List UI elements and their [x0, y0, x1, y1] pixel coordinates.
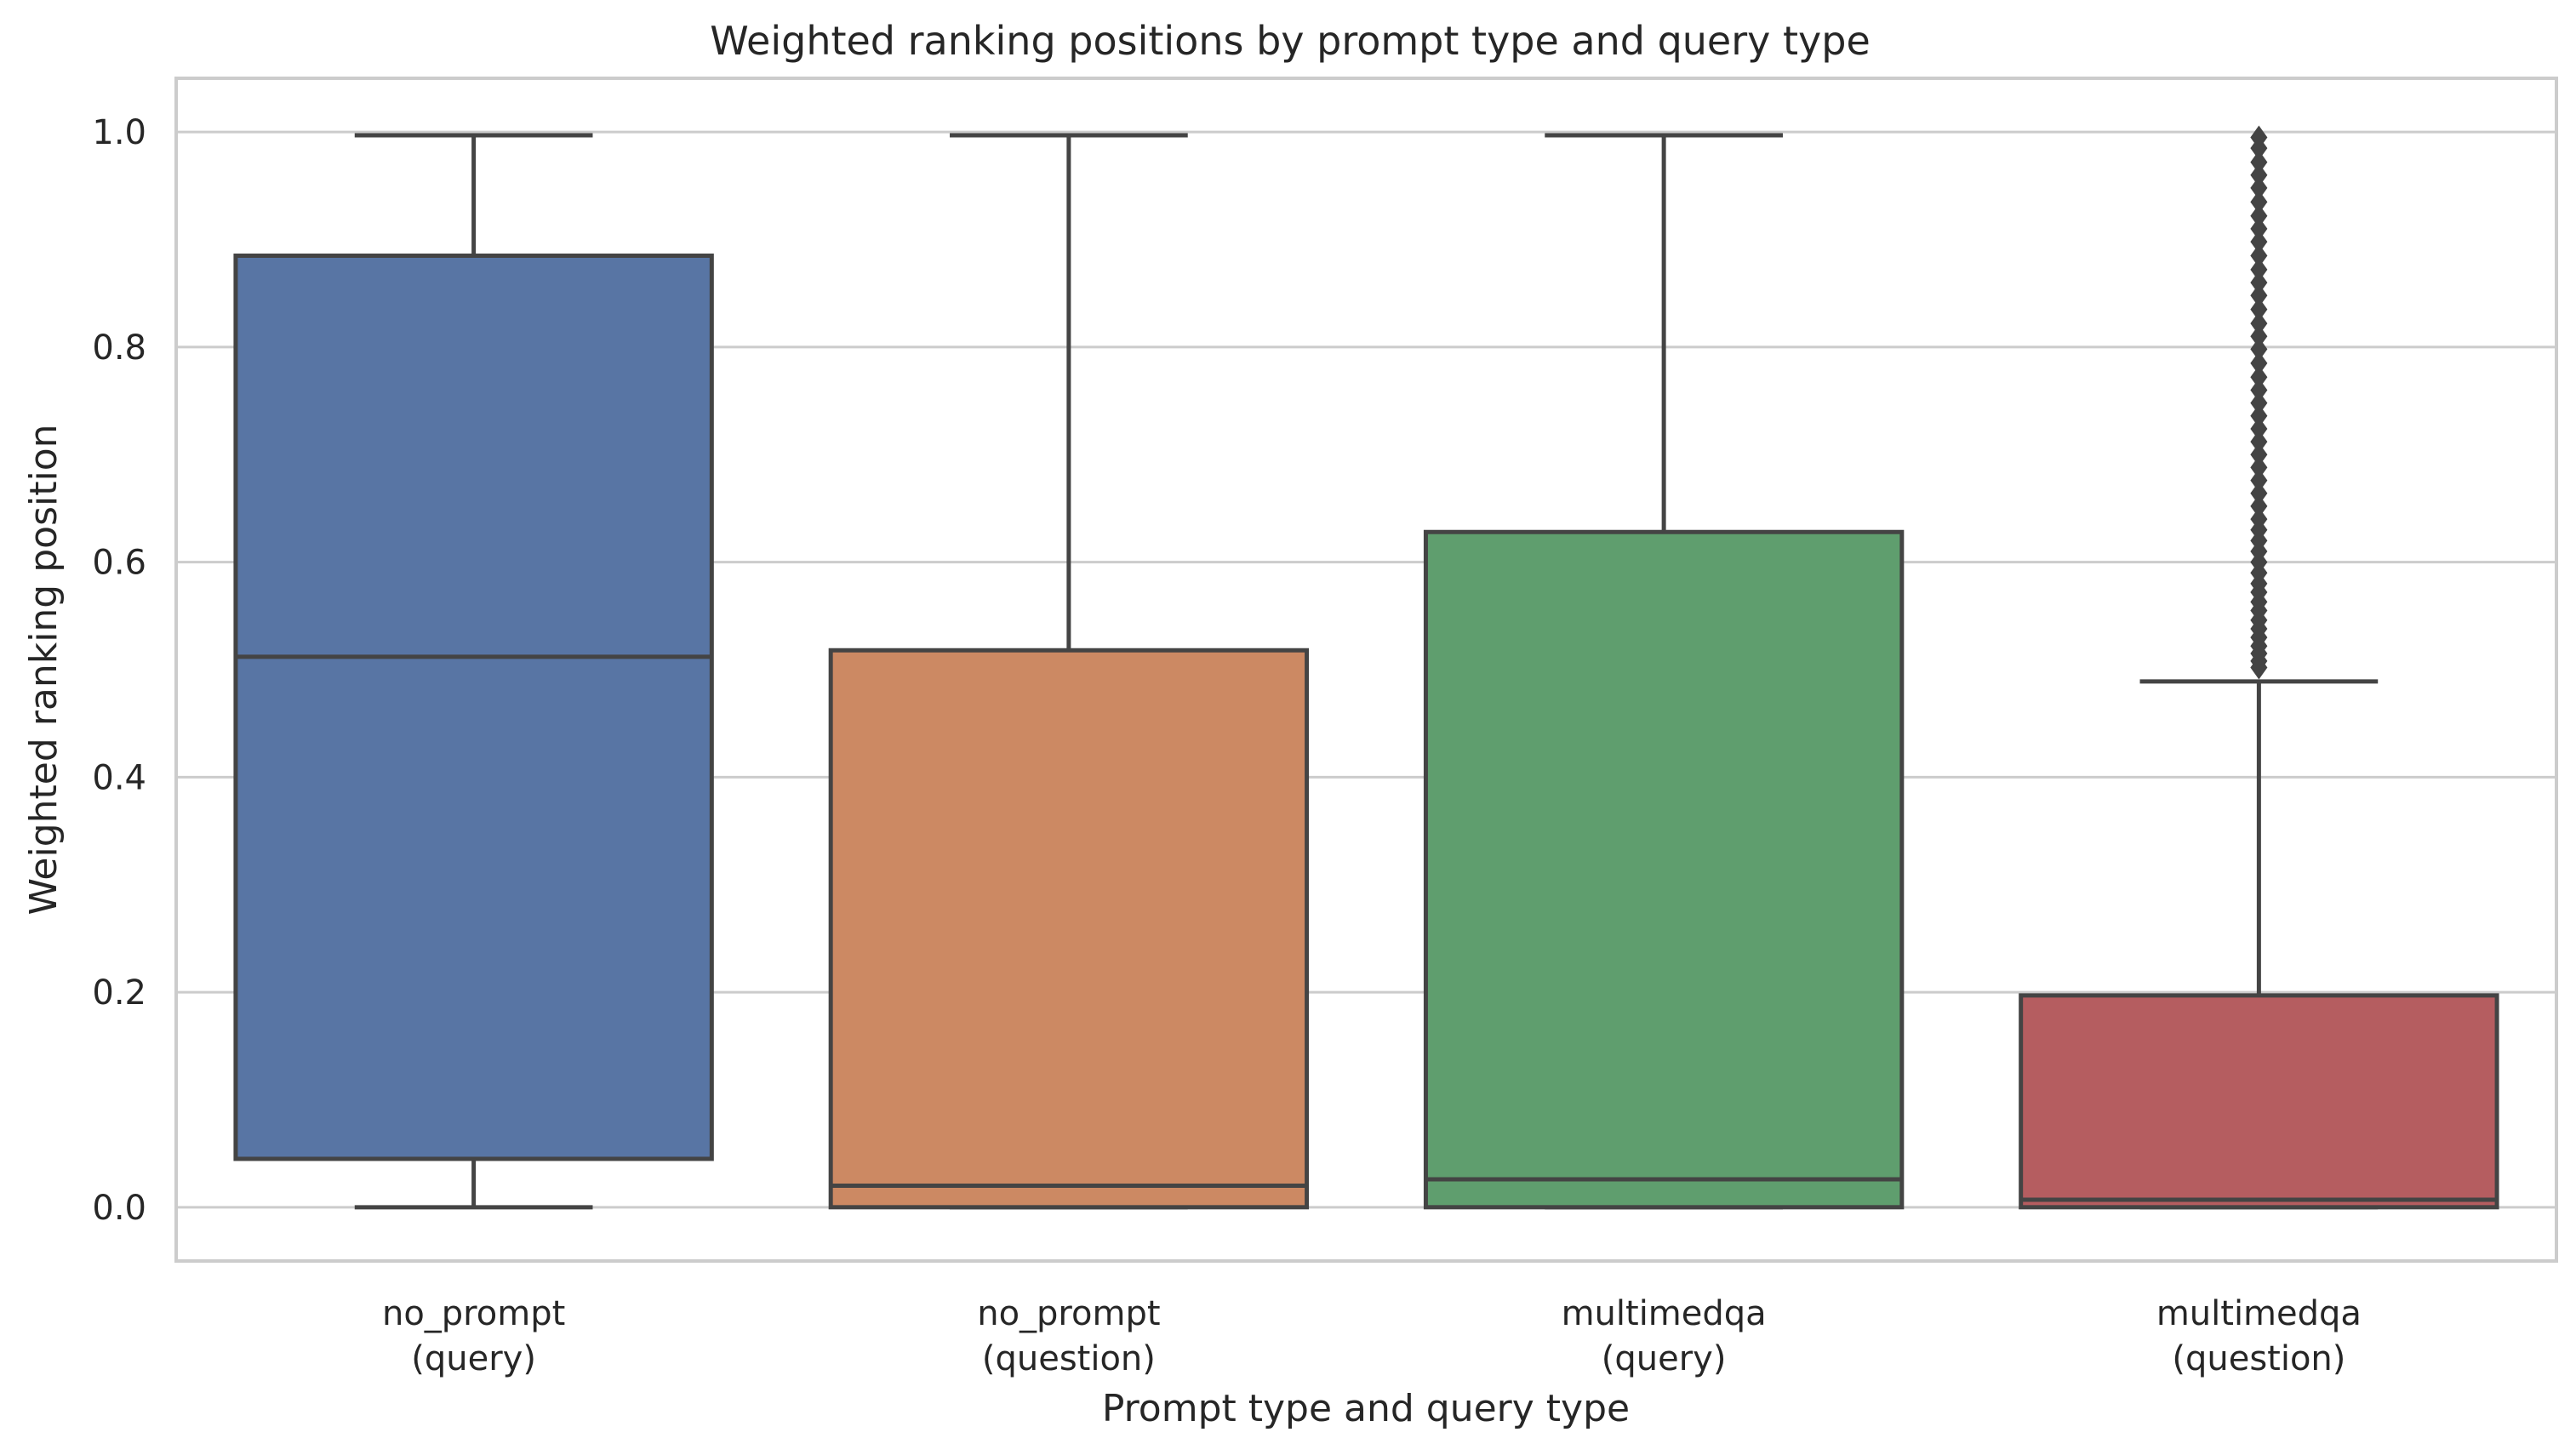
outlier-point: [2250, 257, 2268, 282]
boxes: [233, 125, 2499, 1210]
x-tick-label: no_prompt: [977, 1294, 1160, 1333]
outlier-point: [2250, 507, 2268, 532]
x-tick-label: (query): [1602, 1339, 1727, 1378]
outlier-point: [2250, 468, 2268, 493]
box-group: [828, 133, 1310, 1210]
outlier-point: [2250, 494, 2268, 518]
box-group: [1423, 133, 1905, 1210]
chart-title: Weighted ranking positions by prompt typ…: [710, 18, 1871, 64]
outlier-point: [2250, 297, 2268, 322]
outlier-point: [2250, 324, 2268, 349]
outlier-point: [2250, 337, 2268, 362]
y-tick-label: 0.2: [92, 973, 146, 1013]
outlier-point: [2250, 230, 2268, 254]
x-tick-labels: no_prompt (query) no_prompt (question) multi…: [382, 1294, 2362, 1378]
x-tick-label: (question): [2172, 1339, 2345, 1378]
outlier-point: [2250, 416, 2268, 441]
outlier-point: [2250, 271, 2268, 295]
outlier-point: [2250, 311, 2268, 336]
outlier-point: [2250, 243, 2268, 268]
box: [828, 648, 1310, 1210]
y-tick-label: 0.6: [92, 544, 146, 583]
outlier-point: [2250, 403, 2268, 428]
outlier-point: [2250, 190, 2268, 214]
y-tick-label: 0.0: [92, 1189, 146, 1228]
box-group: [233, 133, 714, 1210]
outlier-point: [2250, 163, 2268, 187]
box: [1423, 529, 1905, 1210]
outlier-point: [2250, 365, 2268, 390]
x-axis-label: Prompt type and query type: [1102, 1387, 1630, 1430]
outlier-point: [2250, 283, 2268, 308]
outlier-point: [2250, 391, 2268, 415]
outlier-point: [2250, 216, 2268, 241]
box: [2019, 993, 2499, 1210]
plot-frame: [174, 77, 2558, 1263]
x-tick-label: multimedqa: [1562, 1294, 1767, 1333]
outlier-point: [2250, 430, 2268, 454]
outlier-point: [2250, 203, 2268, 228]
x-tick-label: multimedqa: [2156, 1294, 2362, 1333]
outlier-point: [2250, 481, 2268, 505]
y-tick-label: 0.8: [92, 328, 146, 368]
outlier-point: [2250, 455, 2268, 480]
outlier-point: [2250, 442, 2268, 467]
box: [233, 254, 714, 1161]
outlier-point: [2250, 150, 2268, 174]
outlier-point: [2250, 378, 2268, 402]
y-tick-labels: 0.0 0.2 0.4 0.6 0.8 1.0: [92, 113, 146, 1228]
outlier-point: [2250, 351, 2268, 375]
y-tick-label: 0.4: [92, 758, 146, 797]
x-tick-label: no_prompt: [382, 1294, 565, 1333]
outlier-point: [2250, 125, 2268, 150]
y-axis-label: Weighted ranking position: [22, 424, 66, 915]
box-group: [2019, 125, 2499, 1210]
x-tick-label: (question): [982, 1339, 1156, 1378]
outlier-point: [2250, 175, 2268, 200]
y-tick-label: 1.0: [92, 113, 146, 152]
x-tick-label: (query): [411, 1339, 536, 1378]
